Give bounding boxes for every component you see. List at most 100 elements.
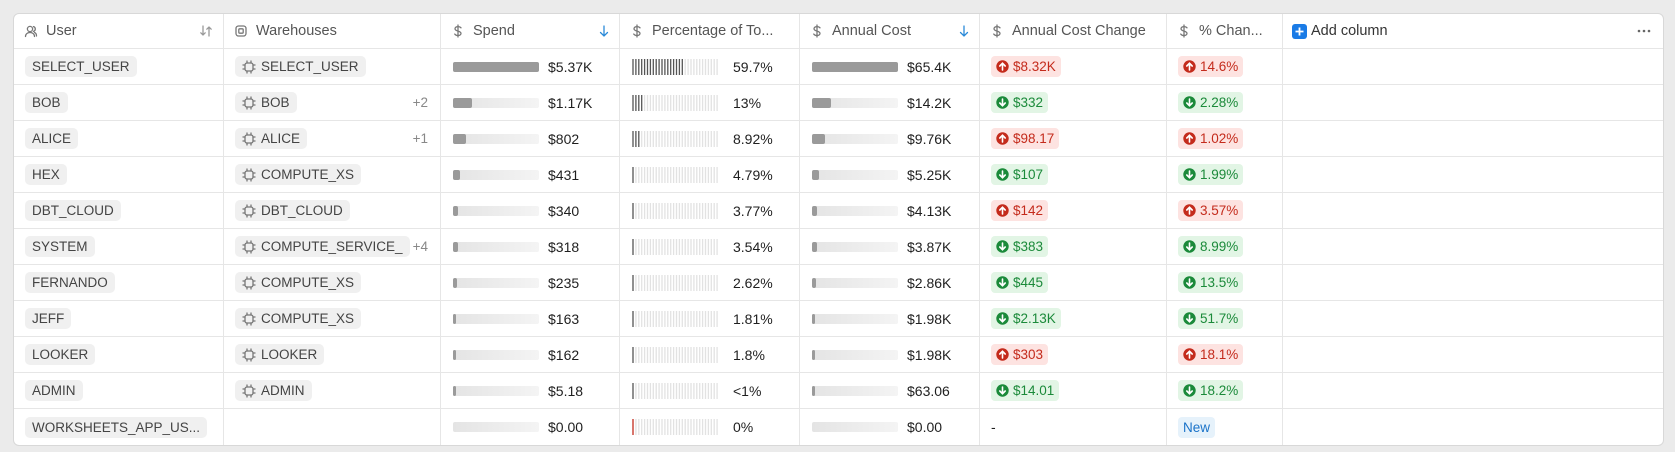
table-cell: $107 bbox=[980, 157, 1167, 193]
bar bbox=[812, 278, 816, 288]
trend-arrow bbox=[1186, 314, 1193, 323]
table-cell: DBT_CLOUD bbox=[14, 193, 224, 229]
trend-arrow bbox=[1186, 62, 1193, 71]
table-cell bbox=[1283, 337, 1663, 373]
table-cell: 1.99% bbox=[1167, 157, 1283, 193]
dot bbox=[1642, 29, 1646, 33]
table-cell: COMPUTE_XS bbox=[224, 157, 441, 193]
bar-track bbox=[453, 206, 539, 216]
trend-icon bbox=[996, 132, 1009, 145]
column-header[interactable]: Percentage of To... bbox=[620, 14, 800, 49]
cell-value: $1.98K bbox=[907, 311, 952, 327]
icon-stroke bbox=[235, 25, 247, 37]
change-badge: $14.01 bbox=[991, 380, 1060, 401]
trend-arrow bbox=[999, 386, 1006, 395]
icon-dollar bbox=[993, 24, 1001, 38]
icon-chip bbox=[242, 167, 256, 182]
trend-icon bbox=[1183, 276, 1196, 289]
cell-value: 1.8% bbox=[733, 347, 765, 363]
table-cell bbox=[224, 409, 441, 445]
table-cell: DBT_CLOUD bbox=[224, 193, 441, 229]
table-cell: $142 bbox=[980, 193, 1167, 229]
trend-arrow bbox=[1186, 98, 1193, 107]
table-cell bbox=[1283, 409, 1663, 445]
table-cell: <1% bbox=[620, 373, 800, 409]
warehouse-pill: COMPUTE_SERVICE_ bbox=[235, 236, 410, 257]
table-cell: $1.98K bbox=[800, 337, 980, 373]
warehouse-name: SELECT_USER bbox=[261, 59, 359, 74]
trend-icon bbox=[1183, 348, 1196, 361]
icon-stroke bbox=[242, 311, 256, 326]
trend-icon bbox=[996, 312, 1009, 325]
table-cell bbox=[1283, 157, 1663, 193]
trend-arrow bbox=[999, 314, 1006, 323]
table-cell bbox=[1283, 301, 1663, 337]
column-header[interactable]: Add column bbox=[1283, 14, 1663, 49]
table-cell: BOB +2 bbox=[224, 85, 441, 121]
table-cell: $5.37K bbox=[441, 49, 620, 85]
table-cell: $8.32K bbox=[980, 49, 1167, 85]
change-value: $107 bbox=[1013, 167, 1044, 182]
add-icon-plus bbox=[1295, 27, 1304, 35]
column-header[interactable]: Annual Cost bbox=[800, 14, 980, 49]
column-title: Annual Cost bbox=[832, 23, 911, 39]
bar bbox=[453, 314, 456, 324]
table-cell: 13.5% bbox=[1167, 265, 1283, 301]
warehouse-pill: COMPUTE_XS bbox=[235, 164, 362, 185]
cell-value: 2.62% bbox=[733, 275, 773, 291]
icon-chip bbox=[242, 239, 256, 254]
table-cell: 4.79% bbox=[620, 157, 800, 193]
column-header[interactable]: % Chan... bbox=[1167, 14, 1283, 49]
bar bbox=[453, 62, 539, 72]
trend-arrow bbox=[999, 170, 1006, 179]
bar-track bbox=[812, 386, 898, 396]
trend-icon bbox=[996, 60, 1009, 73]
bar-track bbox=[812, 134, 898, 144]
table-cell: ALICE +1 bbox=[224, 121, 441, 157]
warehouse-name: LOOKER bbox=[261, 347, 318, 362]
change-badge: $107 bbox=[991, 164, 1049, 185]
icon-dollar bbox=[1180, 24, 1188, 38]
percentage-bar bbox=[632, 311, 718, 327]
bar-track bbox=[812, 206, 898, 216]
cell-value: 4.79% bbox=[733, 167, 773, 183]
warehouse-name: COMPUTE_XS bbox=[261, 167, 355, 182]
table-cell: $0.00 bbox=[441, 409, 620, 445]
cell-value: $4.13K bbox=[907, 203, 952, 219]
bar bbox=[453, 278, 457, 288]
table-cell: BOB bbox=[14, 85, 224, 121]
column-header[interactable]: Warehouses bbox=[224, 14, 441, 49]
trend-arrow bbox=[999, 206, 1006, 215]
icon-stroke bbox=[242, 383, 256, 398]
cell-value: $162 bbox=[548, 347, 580, 363]
more-menu[interactable] bbox=[1637, 29, 1651, 33]
cell-value: 59.7% bbox=[733, 59, 773, 75]
warehouse-name: BOB bbox=[261, 95, 290, 110]
percentage-bar bbox=[632, 383, 718, 399]
bar bbox=[453, 98, 472, 108]
trend-arrow bbox=[999, 278, 1006, 287]
cell-value: $2.86K bbox=[907, 275, 952, 291]
dot bbox=[1637, 29, 1641, 33]
cell-value: $9.76K bbox=[907, 131, 952, 147]
column-header[interactable]: Annual Cost Change bbox=[980, 14, 1167, 49]
column-header[interactable]: User bbox=[14, 14, 224, 49]
change-badge: $98.17 bbox=[991, 128, 1060, 149]
bar bbox=[453, 206, 459, 216]
table-cell: 1.8% bbox=[620, 337, 800, 373]
percentage-bar bbox=[632, 131, 718, 147]
icon-stroke bbox=[244, 277, 254, 288]
percentage-bar bbox=[632, 95, 718, 111]
icon-chip bbox=[242, 275, 256, 290]
icon-down-arrow bbox=[599, 25, 609, 37]
icon-chip bbox=[242, 347, 256, 362]
change-badge: $445 bbox=[991, 272, 1049, 293]
table-cell: $4.13K bbox=[800, 193, 980, 229]
table-cell: $14.01 bbox=[980, 373, 1167, 409]
cell-value: $318 bbox=[548, 239, 580, 255]
icon-stroke bbox=[242, 95, 256, 110]
pct-change-value: 51.7% bbox=[1200, 311, 1239, 326]
table-cell: SYSTEM bbox=[14, 229, 224, 265]
column-header[interactable]: Spend bbox=[441, 14, 620, 49]
